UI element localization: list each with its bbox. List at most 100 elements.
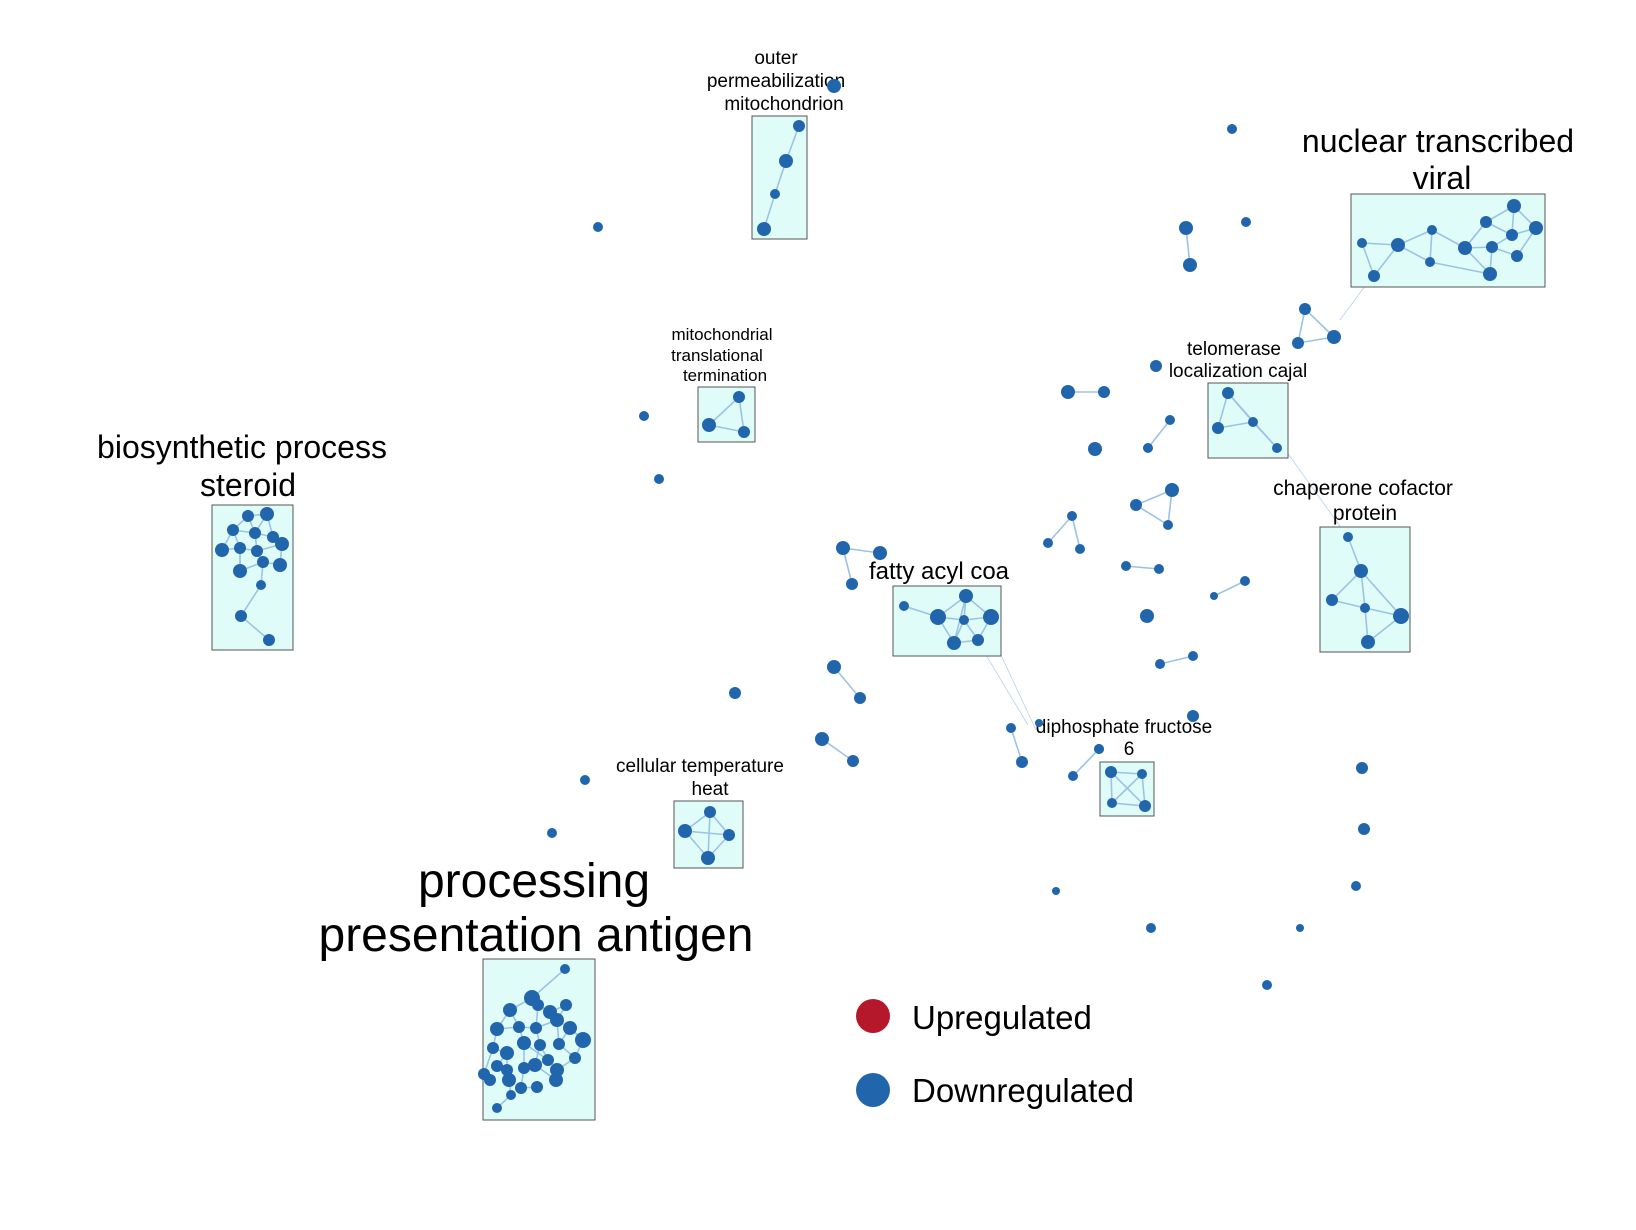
gene-node[interactable] xyxy=(1227,124,1237,134)
gene-node[interactable] xyxy=(1272,443,1282,453)
gene-node[interactable] xyxy=(215,543,229,557)
gene-node[interactable] xyxy=(503,1003,517,1017)
gene-node[interactable] xyxy=(1187,710,1199,722)
gene-node[interactable] xyxy=(517,1036,531,1050)
gene-node[interactable] xyxy=(1183,258,1197,272)
cluster-mitochondrial-translational-termination[interactable]: mitochondrial translational termination xyxy=(671,325,773,443)
gene-node[interactable] xyxy=(275,537,289,551)
gene-node[interactable] xyxy=(593,222,603,232)
gene-node[interactable] xyxy=(1150,360,1162,372)
gene-node[interactable] xyxy=(1006,723,1016,733)
gene-node[interactable] xyxy=(704,806,716,818)
gene-node[interactable] xyxy=(1506,229,1518,241)
gene-node[interactable] xyxy=(1061,385,1075,399)
gene-node[interactable] xyxy=(484,1074,496,1086)
gene-node[interactable] xyxy=(1146,923,1156,933)
gene-node[interactable] xyxy=(1165,483,1179,497)
gene-node[interactable] xyxy=(563,1021,577,1035)
gene-node[interactable] xyxy=(1248,417,1258,427)
gene-node[interactable] xyxy=(531,1081,543,1093)
gene-node[interactable] xyxy=(1357,238,1367,248)
gene-node[interactable] xyxy=(1179,221,1193,235)
cluster-processing-presentation-antigen[interactable]: processing presentation antigen xyxy=(319,855,754,1121)
gene-node[interactable] xyxy=(256,580,266,590)
gene-node[interactable] xyxy=(1486,241,1498,253)
gene-node[interactable] xyxy=(1052,887,1060,895)
gene-node[interactable] xyxy=(1427,225,1437,235)
gene-node[interactable] xyxy=(1155,659,1165,669)
gene-node[interactable] xyxy=(263,634,275,646)
gene-node[interactable] xyxy=(1393,608,1409,624)
gene-node[interactable] xyxy=(983,609,999,625)
gene-node[interactable] xyxy=(1016,756,1028,768)
gene-node[interactable] xyxy=(542,1054,554,1066)
gene-node[interactable] xyxy=(490,1022,504,1036)
cluster-diphosphate-fructose-6[interactable]: diphosphate fructose 6 xyxy=(1036,717,1212,817)
gene-node[interactable] xyxy=(827,79,841,93)
gene-node[interactable] xyxy=(1098,386,1110,398)
gene-node[interactable] xyxy=(1105,766,1117,778)
gene-node[interactable] xyxy=(793,120,805,132)
gene-node[interactable] xyxy=(639,411,649,421)
gene-node[interactable] xyxy=(1212,422,1224,434)
cluster-biosynthetic-process-steroid[interactable]: biosynthetic process steroid xyxy=(97,429,387,651)
gene-node[interactable] xyxy=(1361,635,1375,649)
gene-node[interactable] xyxy=(947,636,961,650)
cluster-outer-permeabilization-mitochondrion[interactable]: outer permeabilization mitochondrion xyxy=(707,48,845,240)
cluster-telomerase-localization-cajal[interactable]: telomerase localization cajal xyxy=(1169,339,1307,459)
gene-node[interactable] xyxy=(1507,199,1521,213)
gene-node[interactable] xyxy=(1088,442,1102,456)
gene-node[interactable] xyxy=(738,426,750,438)
gene-node[interactable] xyxy=(654,474,664,484)
gene-node[interactable] xyxy=(518,1062,530,1074)
gene-node[interactable] xyxy=(678,824,692,838)
gene-node[interactable] xyxy=(779,154,793,168)
gene-node[interactable] xyxy=(1292,337,1304,349)
gene-node[interactable] xyxy=(1368,270,1380,282)
gene-node[interactable] xyxy=(1165,415,1175,425)
gene-node[interactable] xyxy=(1075,544,1085,554)
gene-node[interactable] xyxy=(1240,576,1250,586)
gene-node[interactable] xyxy=(733,391,745,403)
gene-node[interactable] xyxy=(1326,594,1338,606)
gene-node[interactable] xyxy=(1391,238,1405,252)
gene-node[interactable] xyxy=(959,615,969,625)
gene-node[interactable] xyxy=(1262,980,1272,990)
gene-node[interactable] xyxy=(513,1021,525,1033)
gene-node[interactable] xyxy=(1137,769,1147,779)
gene-node[interactable] xyxy=(1068,771,1078,781)
gene-node[interactable] xyxy=(500,1046,514,1060)
gene-node[interactable] xyxy=(836,541,850,555)
gene-node[interactable] xyxy=(575,1032,591,1048)
gene-node[interactable] xyxy=(502,1073,516,1087)
gene-node[interactable] xyxy=(1360,603,1370,613)
gene-node[interactable] xyxy=(530,1022,542,1034)
gene-node[interactable] xyxy=(242,510,254,522)
gene-node[interactable] xyxy=(1154,564,1164,574)
gene-node[interactable] xyxy=(550,1013,564,1027)
gene-node[interactable] xyxy=(1529,221,1543,235)
gene-node[interactable] xyxy=(273,558,287,572)
gene-node[interactable] xyxy=(827,660,841,674)
gene-node[interactable] xyxy=(1107,798,1117,808)
gene-node[interactable] xyxy=(528,1058,542,1072)
gene-node[interactable] xyxy=(549,1073,563,1087)
gene-node[interactable] xyxy=(487,1042,499,1054)
gene-node[interactable] xyxy=(930,609,946,625)
gene-node[interactable] xyxy=(532,999,544,1011)
gene-node[interactable] xyxy=(1241,217,1251,227)
gene-node[interactable] xyxy=(1130,499,1142,511)
gene-node[interactable] xyxy=(1094,744,1104,754)
gene-node[interactable] xyxy=(515,1082,527,1094)
gene-node[interactable] xyxy=(251,545,263,557)
gene-node[interactable] xyxy=(770,189,780,199)
gene-node[interactable] xyxy=(729,687,741,699)
gene-node[interactable] xyxy=(257,556,269,568)
gene-node[interactable] xyxy=(235,610,247,622)
gene-node[interactable] xyxy=(1121,561,1131,571)
gene-node[interactable] xyxy=(1299,303,1311,315)
cluster-cellular-temperature-heat[interactable]: cellular temperature heat xyxy=(616,756,784,869)
gene-node[interactable] xyxy=(1358,823,1370,835)
gene-node[interactable] xyxy=(959,589,973,603)
cluster-chaperone-cofactor-protein[interactable]: chaperone cofactor protein xyxy=(1273,477,1453,653)
